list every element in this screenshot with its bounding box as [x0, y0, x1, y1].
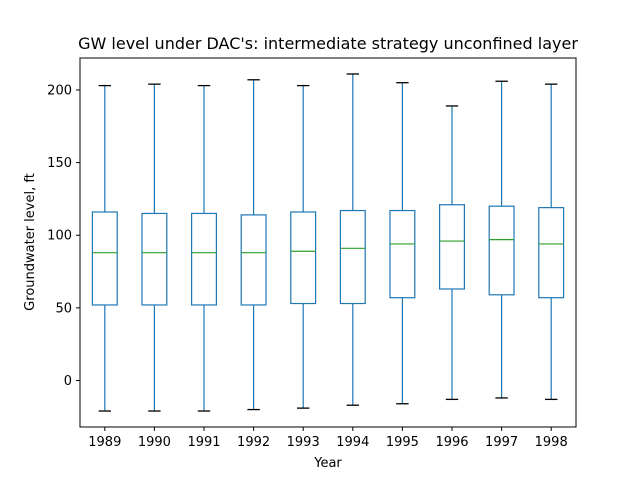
box-1994: [340, 211, 365, 304]
box-1989: [92, 212, 117, 305]
box-1997: [489, 206, 514, 295]
x-tick-label: 1995: [386, 435, 419, 450]
box-1992: [241, 215, 266, 305]
y-tick-label: 50: [55, 301, 72, 316]
x-axis-label: Year: [313, 456, 342, 471]
y-tick-label: 0: [64, 374, 72, 389]
x-tick-label: 1992: [237, 435, 270, 450]
x-tick-label: 1993: [287, 435, 320, 450]
plot-area: 0 50 100 150 200 1989 1990 1991 1992 1993 1994 1995…: [47, 58, 576, 450]
x-tick-label: 1990: [138, 435, 171, 450]
x-tick-label: 1996: [435, 435, 468, 450]
x-tick-label: 1997: [485, 435, 518, 450]
box-1996: [440, 205, 465, 289]
box-1998: [539, 208, 564, 298]
box-1993: [291, 212, 316, 304]
chart-title: GW level under DAC's: intermediate strat…: [78, 34, 578, 53]
x-tick-label: 1991: [187, 435, 220, 450]
y-tick-label: 150: [47, 156, 72, 171]
x-tick-label: 1994: [336, 435, 369, 450]
y-tick-label: 100: [47, 229, 72, 244]
box-1995: [390, 211, 415, 298]
y-axis-label: Groundwater level, ft: [23, 173, 38, 311]
x-tick-label: 1989: [88, 435, 121, 450]
y-tick-label: 200: [47, 83, 72, 98]
x-tick-label: 1998: [535, 435, 568, 450]
box-1990: [142, 213, 167, 305]
box-1991: [192, 213, 217, 305]
